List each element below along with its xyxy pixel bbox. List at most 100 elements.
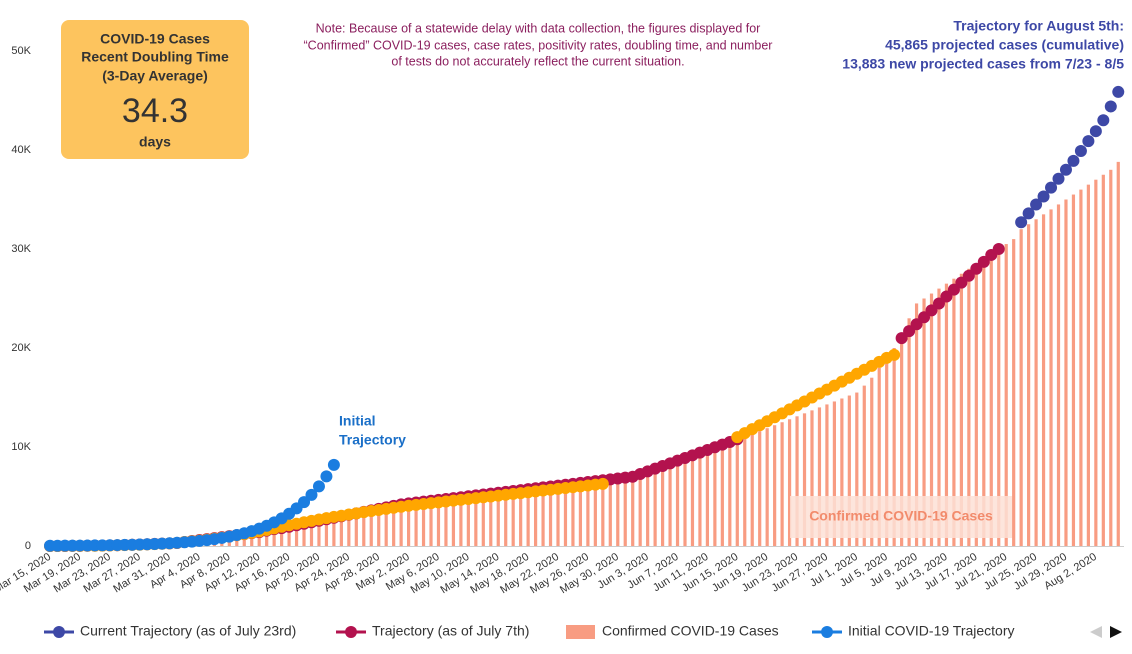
bar [877, 367, 881, 546]
note: “Confirmed” COVID-19 cases, case rates, … [304, 38, 773, 52]
bar [504, 491, 508, 546]
point [1030, 198, 1043, 211]
bar [578, 482, 583, 546]
y-tick-label: 10K [11, 441, 31, 453]
point [1074, 144, 1087, 157]
point [992, 243, 1005, 255]
bar [533, 488, 538, 546]
bar [1027, 224, 1031, 546]
bar [795, 416, 799, 546]
bar [377, 508, 381, 546]
bar [698, 452, 702, 546]
bar [885, 357, 889, 546]
point [1082, 135, 1095, 148]
point [1059, 163, 1072, 176]
bar [870, 377, 874, 546]
bar [1049, 209, 1053, 546]
point [1112, 85, 1125, 98]
bar [407, 503, 411, 546]
bar [660, 466, 665, 546]
bar [593, 481, 597, 546]
series-label-box [790, 496, 1012, 538]
bar [922, 298, 926, 546]
bar [937, 288, 941, 546]
legend-label: Trajectory (as of July 7th) [372, 623, 529, 639]
bar [892, 348, 896, 546]
bar [347, 514, 351, 546]
bar [519, 490, 523, 546]
bar [653, 468, 657, 546]
bar [668, 463, 672, 546]
point [1067, 154, 1080, 167]
bar [1019, 229, 1023, 546]
note: Note: Because of a statewide delay with … [316, 21, 761, 35]
bar [989, 253, 993, 546]
bar [616, 478, 620, 546]
bar [354, 513, 358, 546]
legend-label: Current Trajectory (as of July 23rd) [80, 623, 296, 639]
bar [847, 395, 851, 546]
bar [758, 431, 762, 546]
bar [623, 477, 627, 546]
bar [840, 398, 844, 546]
bar [967, 268, 971, 546]
bar [1012, 239, 1016, 546]
bar [556, 485, 560, 546]
y-tick-label: 40K [11, 144, 31, 156]
point [1089, 125, 1102, 138]
bar [914, 303, 919, 546]
legend: Current Trajectory (as of July 23rd) Traj… [44, 623, 1015, 639]
bar [720, 444, 724, 546]
prev-page-button[interactable] [1090, 626, 1102, 638]
point [1104, 100, 1117, 113]
bar [713, 447, 717, 546]
annotation: Initial [339, 413, 376, 429]
bar [631, 476, 635, 546]
card-title: COVID-19 Cases [100, 31, 210, 47]
bar [571, 483, 575, 546]
bar [690, 455, 695, 546]
bar [997, 249, 1001, 546]
point [1037, 190, 1050, 203]
point [312, 480, 325, 493]
legend-label: Confirmed COVID-19 Cases [602, 623, 779, 639]
plot-area [44, 85, 1125, 552]
bar [324, 519, 329, 546]
projection-text: Trajectory for August 5th: [953, 18, 1124, 34]
bar [1034, 219, 1038, 547]
doubling-time-card: COVID-19 Cases Recent Doubling Time (3-D… [61, 20, 249, 159]
bar [265, 530, 269, 546]
bar [1056, 204, 1061, 546]
bar [399, 504, 403, 546]
bar [421, 501, 426, 546]
bar [855, 392, 859, 546]
point [596, 477, 609, 490]
point [1097, 114, 1110, 127]
legend-swatch [566, 625, 595, 639]
bar [1086, 184, 1090, 546]
bar [294, 525, 299, 546]
bar [317, 520, 321, 546]
bar [683, 457, 687, 546]
bar [444, 498, 448, 546]
legend-dot [53, 626, 65, 638]
legend-dot [821, 626, 833, 638]
bar [436, 499, 441, 546]
card-title: (3-Day Average) [102, 68, 208, 84]
y-tick-label: 50K [11, 45, 31, 57]
bar [773, 425, 777, 546]
card-title: Recent Doubling Time [81, 49, 229, 65]
card-value: 34.3 [122, 92, 188, 130]
point [320, 470, 333, 483]
bar [1071, 194, 1076, 547]
bar [481, 494, 485, 546]
bar [548, 486, 553, 546]
next-page-button[interactable] [1110, 626, 1122, 638]
bar [817, 407, 822, 546]
bar [489, 493, 493, 546]
bar [332, 517, 336, 546]
bar [459, 497, 463, 546]
bar [787, 419, 792, 546]
bar [272, 529, 276, 546]
